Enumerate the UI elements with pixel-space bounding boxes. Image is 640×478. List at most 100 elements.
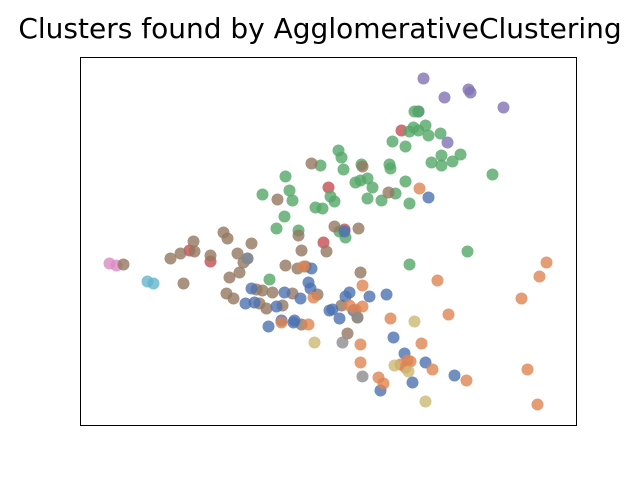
point [382, 186, 395, 199]
point [164, 252, 177, 265]
point [341, 327, 354, 340]
point [338, 225, 351, 238]
point [377, 377, 390, 390]
point [354, 356, 367, 369]
point [354, 266, 367, 279]
point [404, 355, 417, 368]
point [386, 135, 399, 148]
point [406, 376, 419, 389]
point [460, 374, 473, 387]
point [431, 274, 444, 287]
point [412, 105, 425, 118]
point [384, 312, 397, 325]
point [336, 336, 349, 349]
point [278, 286, 291, 299]
point [256, 284, 269, 297]
point [174, 247, 187, 260]
point [204, 249, 217, 262]
point [307, 291, 320, 304]
point [422, 191, 435, 204]
point [425, 156, 438, 169]
point [422, 129, 435, 142]
point [351, 311, 364, 324]
point [352, 222, 365, 235]
point [413, 182, 426, 195]
point [270, 222, 283, 235]
point [294, 292, 307, 305]
point [223, 271, 236, 284]
point [361, 172, 374, 185]
point [302, 318, 315, 331]
point [271, 193, 284, 206]
points [103, 72, 553, 411]
point [356, 300, 369, 313]
point [412, 124, 425, 137]
point [441, 136, 454, 149]
point [531, 398, 544, 411]
point [278, 210, 291, 223]
point [448, 369, 461, 382]
point [417, 72, 430, 85]
point [147, 277, 160, 290]
point [408, 315, 421, 328]
point [388, 359, 401, 372]
point [337, 163, 350, 176]
point [221, 232, 234, 245]
point [399, 140, 412, 153]
point [438, 91, 451, 104]
point [256, 188, 269, 201]
point [187, 235, 200, 248]
point [260, 302, 273, 315]
point [275, 316, 288, 329]
point [335, 151, 348, 164]
point [403, 197, 416, 210]
point [454, 148, 467, 161]
point [292, 229, 305, 242]
point [363, 290, 376, 303]
point [403, 125, 416, 138]
point [442, 308, 455, 321]
point [314, 159, 327, 172]
point [322, 181, 335, 194]
point [241, 252, 254, 265]
point [297, 260, 310, 273]
point [426, 363, 439, 376]
point [415, 337, 428, 350]
point [245, 237, 258, 250]
chart-title: Clusters found by AgglomerativeClusterin… [18, 12, 621, 45]
point [380, 288, 393, 301]
point [356, 160, 369, 173]
point [308, 336, 321, 349]
point [497, 101, 510, 114]
point [521, 363, 534, 376]
point [446, 155, 459, 168]
point [295, 244, 308, 257]
point [356, 279, 369, 292]
point [402, 365, 415, 378]
point [435, 159, 448, 172]
point [316, 202, 329, 215]
point [366, 181, 379, 194]
point [320, 245, 333, 258]
point [328, 195, 341, 208]
point [387, 331, 400, 344]
point [286, 194, 299, 207]
point [288, 314, 301, 327]
point [283, 184, 296, 197]
point [328, 220, 341, 233]
point [279, 170, 292, 183]
point [486, 168, 499, 181]
point [464, 86, 477, 99]
point [461, 245, 474, 258]
point [354, 338, 367, 351]
point [419, 395, 432, 408]
point [323, 304, 336, 317]
point [403, 258, 416, 271]
point [279, 259, 292, 272]
point [435, 149, 448, 162]
point [263, 273, 276, 286]
point [361, 192, 374, 205]
point [248, 296, 261, 309]
point [384, 162, 397, 175]
point [262, 320, 275, 333]
